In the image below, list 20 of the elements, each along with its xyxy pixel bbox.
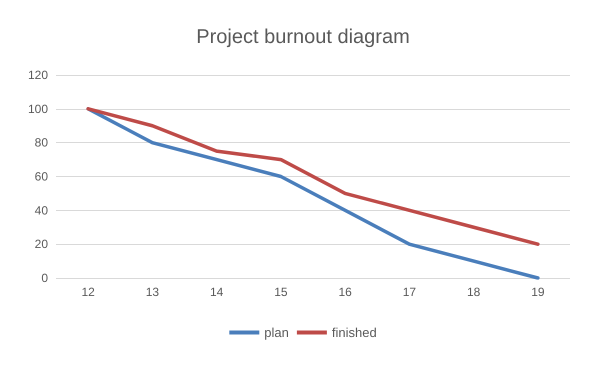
y-tick-label: 20 — [34, 237, 48, 252]
y-tick-label: 120 — [28, 68, 48, 82]
x-tick-label: 12 — [81, 285, 96, 299]
x-tick-label: 13 — [146, 285, 160, 299]
x-tick-label: 18 — [466, 285, 481, 299]
chart-title: Project burnout diagram — [196, 26, 410, 48]
x-tick-label: 17 — [402, 285, 416, 299]
x-tick-label: 19 — [531, 285, 545, 299]
y-tick-label: 80 — [34, 136, 48, 150]
y-tick-label: 0 — [41, 271, 48, 285]
y-tick-label: 100 — [28, 102, 48, 116]
y-tick-label: 40 — [34, 203, 48, 218]
line-series — [86, 107, 540, 280]
x-tick-label: 16 — [338, 285, 352, 299]
line-series — [86, 107, 540, 246]
y-tick-label: 60 — [34, 170, 48, 184]
legend-label: plan — [264, 325, 289, 340]
legend-label: finished — [332, 325, 377, 340]
x-tick-label: 14 — [210, 285, 224, 299]
x-tick-label: 15 — [274, 285, 288, 299]
